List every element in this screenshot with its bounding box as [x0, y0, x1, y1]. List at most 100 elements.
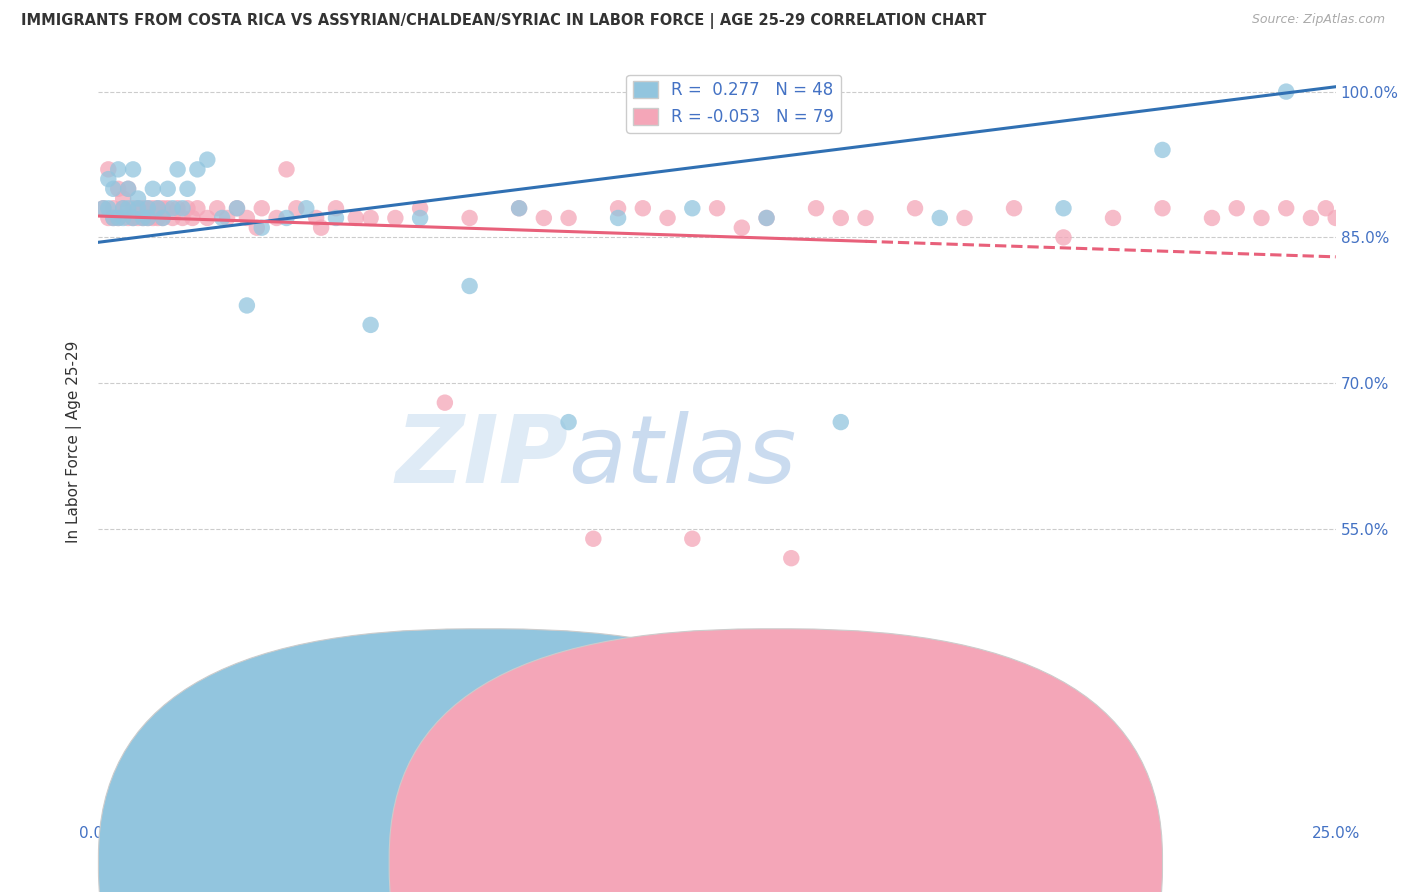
Point: [112, 201, 135, 215]
Point: [162, 211, 184, 225]
Point: [136, 211, 159, 225]
Point: [103, 211, 125, 225]
Point: [1152, 201, 1174, 215]
Point: [1201, 211, 1223, 225]
Point: [205, 201, 228, 215]
Point: [1052, 201, 1074, 215]
Point: [162, 201, 184, 215]
Point: [122, 162, 145, 177]
Point: [142, 211, 165, 225]
Point: [211, 211, 233, 225]
Point: [266, 211, 288, 225]
Point: [855, 211, 877, 225]
Point: [1052, 230, 1074, 244]
Point: [1002, 201, 1025, 215]
Point: [904, 201, 927, 215]
Point: [107, 162, 129, 177]
Point: [186, 201, 208, 215]
Point: [112, 192, 135, 206]
Point: [285, 201, 308, 215]
Point: [458, 279, 481, 293]
Point: [1226, 201, 1249, 215]
Point: [360, 211, 382, 225]
Point: [508, 201, 530, 215]
Text: Source: ZipAtlas.com: Source: ZipAtlas.com: [1251, 13, 1385, 27]
Point: [97, 162, 120, 177]
Point: [132, 211, 155, 225]
Point: [830, 211, 852, 225]
Point: [755, 211, 778, 225]
FancyBboxPatch shape: [389, 629, 1163, 892]
Point: [681, 532, 703, 546]
Point: [360, 318, 382, 332]
Point: [142, 182, 165, 196]
Point: [172, 211, 194, 225]
Point: [236, 211, 259, 225]
Point: [195, 211, 218, 225]
Point: [1315, 201, 1337, 215]
Point: [236, 298, 259, 312]
Point: [1324, 211, 1347, 225]
Point: [146, 211, 169, 225]
Point: [103, 182, 125, 196]
Point: [533, 211, 555, 225]
Point: [107, 211, 129, 225]
Point: [127, 201, 149, 215]
Point: [117, 201, 139, 215]
Point: [657, 211, 679, 225]
Point: [166, 201, 188, 215]
Point: [186, 162, 208, 177]
Point: [97, 172, 120, 186]
Point: [146, 201, 169, 215]
Point: [112, 211, 135, 225]
Point: [755, 211, 778, 225]
Point: [97, 211, 120, 225]
Point: [112, 201, 135, 215]
Point: [156, 201, 179, 215]
Point: [136, 201, 159, 215]
Point: [631, 201, 654, 215]
Point: [276, 162, 298, 177]
Point: [127, 192, 149, 206]
Point: [117, 182, 139, 196]
Point: [953, 211, 976, 225]
Point: [217, 211, 239, 225]
Text: Immigrants from Costa Rica: Immigrants from Costa Rica: [510, 855, 724, 871]
Point: [508, 201, 530, 215]
Point: [172, 201, 194, 215]
Point: [181, 211, 204, 225]
Point: [127, 211, 149, 225]
Point: [928, 211, 950, 225]
Point: [226, 201, 249, 215]
Point: [458, 211, 481, 225]
Point: [166, 162, 188, 177]
Point: [305, 211, 328, 225]
Point: [127, 201, 149, 215]
Point: [195, 153, 218, 167]
Point: [409, 211, 432, 225]
Point: [607, 201, 630, 215]
Point: [309, 220, 332, 235]
Point: [409, 201, 432, 215]
Point: [152, 201, 174, 215]
Point: [325, 211, 347, 225]
Point: [607, 211, 630, 225]
Point: [103, 211, 125, 225]
Text: IMMIGRANTS FROM COSTA RICA VS ASSYRIAN/CHALDEAN/SYRIAC IN LABOR FORCE | AGE 25-2: IMMIGRANTS FROM COSTA RICA VS ASSYRIAN/C…: [21, 13, 987, 29]
Point: [250, 201, 273, 215]
Point: [731, 220, 754, 235]
Point: [1275, 201, 1298, 215]
Point: [117, 182, 139, 196]
Point: [136, 211, 159, 225]
Point: [706, 201, 728, 215]
Point: [804, 201, 827, 215]
Point: [107, 211, 129, 225]
Point: [557, 415, 579, 429]
Point: [582, 532, 605, 546]
Point: [1299, 211, 1322, 225]
Point: [176, 182, 198, 196]
Point: [176, 201, 198, 215]
Point: [146, 201, 169, 215]
Point: [325, 201, 347, 215]
FancyBboxPatch shape: [98, 629, 872, 892]
